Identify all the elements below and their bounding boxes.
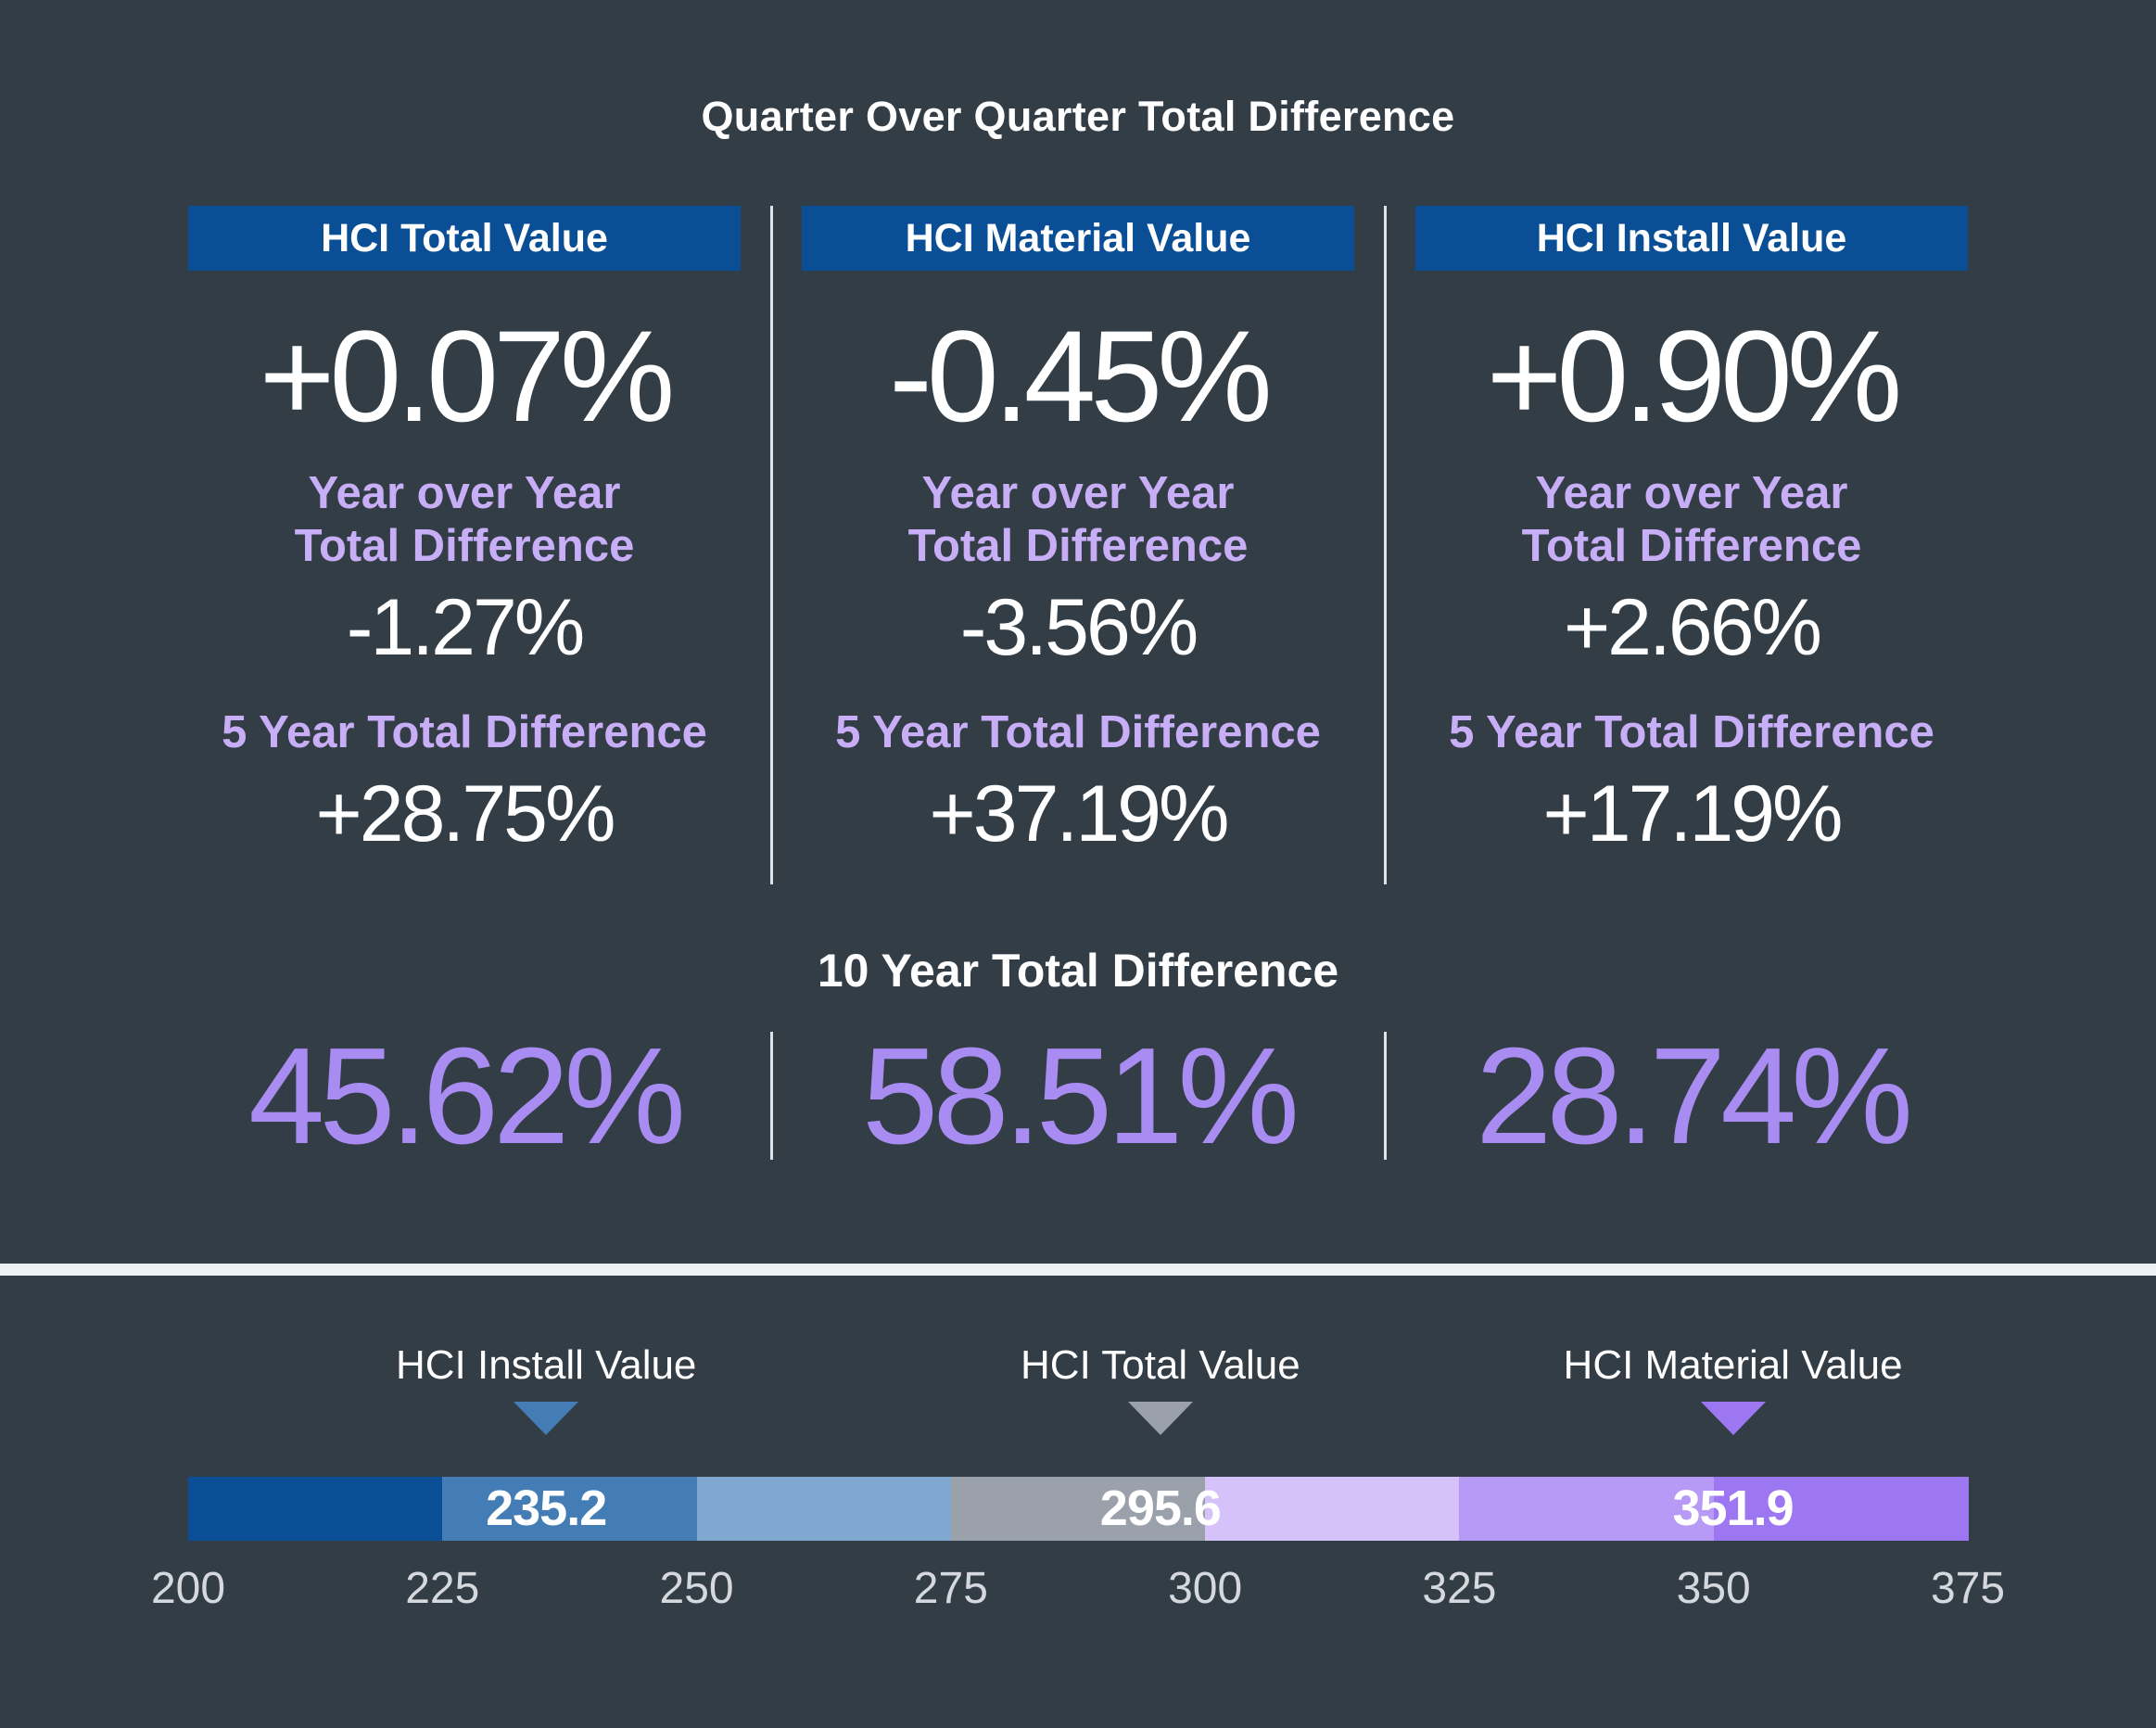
five-year-label: 5 Year Total Difference (1449, 707, 1934, 757)
ten-year-value-material: 58.51% (862, 1020, 1300, 1173)
column-header: HCI Material Value (802, 206, 1354, 271)
qoq-value: -0.45% (889, 303, 1273, 449)
marker-value-label: 351.9 (1672, 1480, 1794, 1536)
column-header: HCI Total Value (188, 206, 741, 271)
tick-label: 250 (659, 1564, 734, 1613)
scale-segment (1459, 1477, 1715, 1541)
yoy-label-line1: Year over Year (308, 468, 621, 518)
marker-triangle-icon (1700, 1402, 1766, 1435)
marker-label: HCI Material Value (1563, 1342, 1903, 1388)
qoq-value: +0.90% (1486, 303, 1903, 449)
page-title: Quarter Over Quarter Total Difference (701, 93, 1455, 140)
scale-segment (442, 1477, 698, 1541)
column-divider (1384, 1032, 1387, 1160)
scale-segment (696, 1477, 952, 1541)
scale-segment (1713, 1477, 1969, 1541)
tick-label: 325 (1422, 1564, 1497, 1613)
column-install: HCI Install Value +0.90% Year over Year … (1415, 206, 1968, 856)
scale-segment (950, 1477, 1207, 1541)
tick-label: 350 (1676, 1564, 1751, 1613)
column-material: HCI Material Value -0.45% Year over Year… (802, 206, 1354, 856)
yoy-label-line1: Year over Year (921, 468, 1235, 518)
yoy-label: Year over Year Total Difference (802, 467, 1354, 573)
tick-label: 375 (1930, 1564, 2006, 1613)
marker-label: HCI Install Value (395, 1342, 697, 1388)
ten-year-title: 10 Year Total Difference (817, 945, 1339, 997)
column-total: HCI Total Value +0.07% Year over Year To… (188, 206, 741, 856)
tick-label: 200 (150, 1564, 226, 1613)
tick-label: 300 (1168, 1564, 1243, 1613)
yoy-label-line2: Total Difference (1521, 521, 1862, 571)
yoy-label-line2: Total Difference (907, 521, 1249, 571)
marker-label: HCI Total Value (1021, 1342, 1300, 1388)
five-year-value: +37.19% (929, 769, 1230, 858)
section-divider (0, 1264, 2156, 1276)
tick-label: 275 (913, 1564, 988, 1613)
ten-year-value-total: 45.62% (248, 1020, 686, 1173)
column-header: HCI Install Value (1415, 206, 1968, 271)
qoq-value: +0.07% (259, 303, 676, 449)
scale-segment (1205, 1477, 1461, 1541)
column-divider (770, 1032, 773, 1160)
ten-year-value-install: 28.74% (1476, 1020, 1913, 1173)
yoy-value: -1.27% (346, 583, 586, 672)
yoy-value: -3.56% (959, 583, 1199, 672)
five-year-value: +28.75% (315, 769, 616, 858)
marker-value-label: 235.2 (486, 1480, 607, 1536)
yoy-label: Year over Year Total Difference (1415, 467, 1968, 573)
tick-label: 225 (405, 1564, 480, 1613)
scale-segment (188, 1477, 444, 1541)
marker-value-label: 295.6 (1099, 1480, 1222, 1536)
yoy-label-line2: Total Difference (294, 521, 635, 571)
five-year-label: 5 Year Total Difference (222, 707, 707, 757)
yoy-label: Year over Year Total Difference (188, 467, 741, 573)
marker-triangle-icon (514, 1402, 579, 1435)
five-year-label: 5 Year Total Difference (835, 707, 1321, 757)
five-year-value: +17.19% (1542, 769, 1844, 858)
yoy-label-line1: Year over Year (1535, 468, 1848, 518)
column-divider (1384, 206, 1387, 884)
yoy-value: +2.66% (1563, 583, 1822, 672)
marker-triangle-icon (1127, 1402, 1193, 1435)
column-divider (770, 206, 773, 884)
